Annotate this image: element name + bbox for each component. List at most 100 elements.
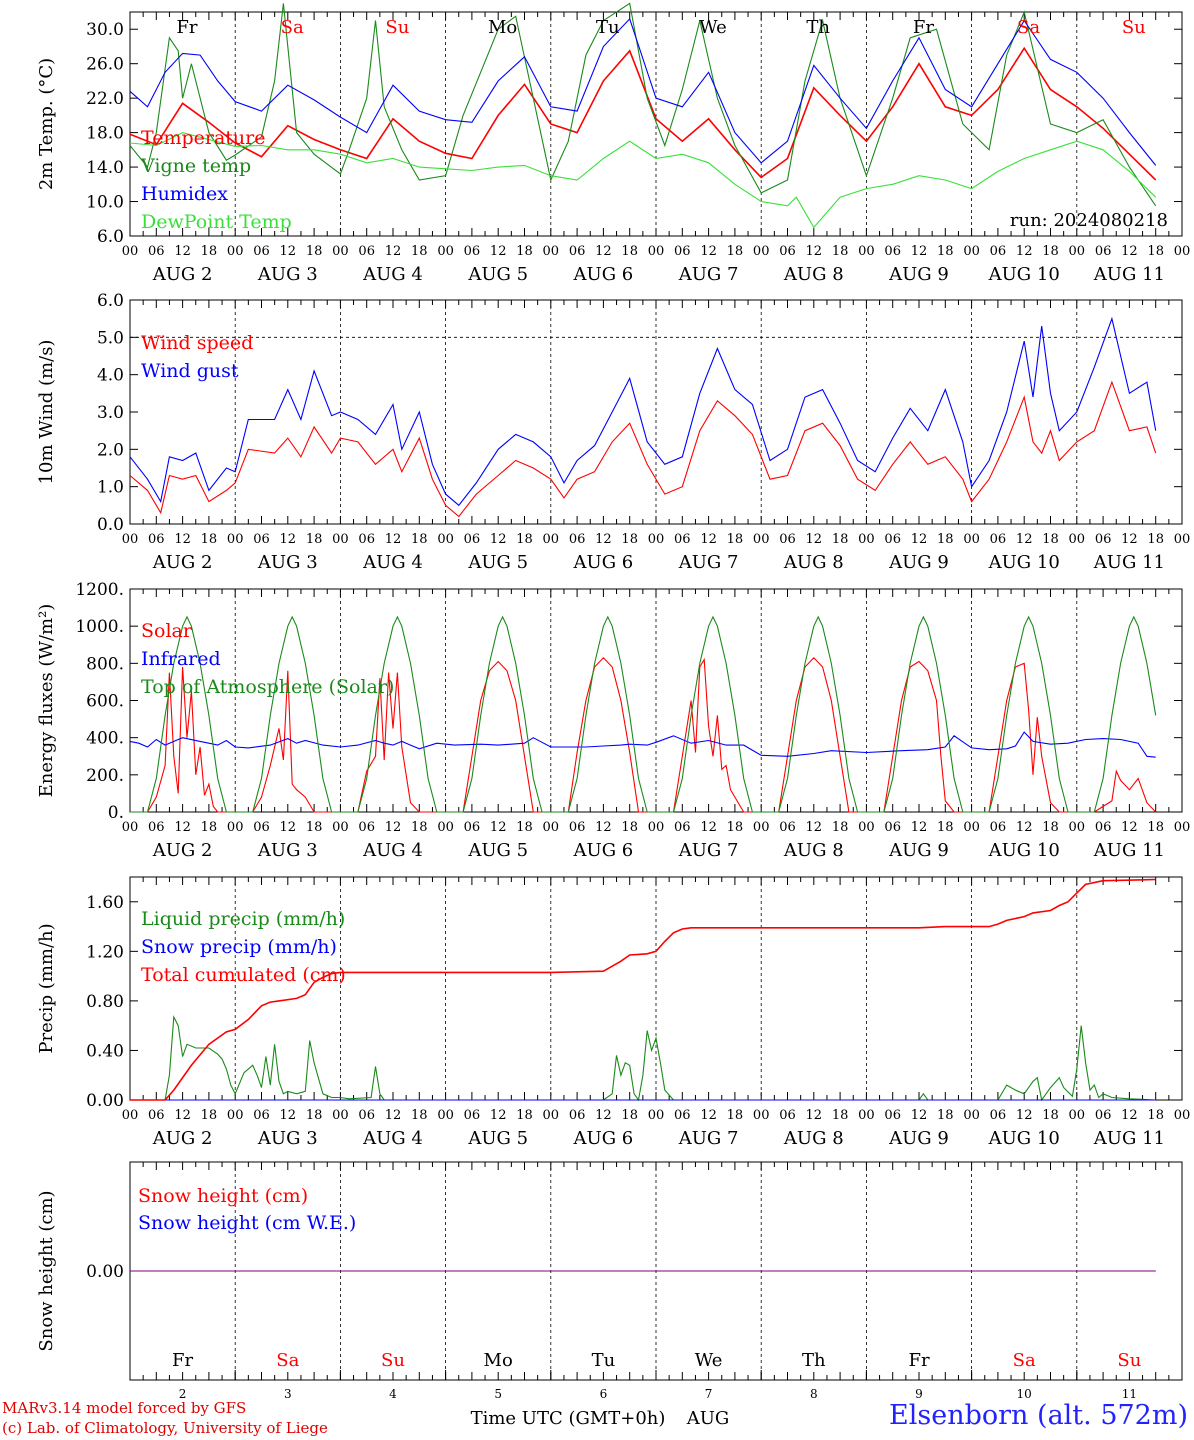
day-number-label: 10 — [1017, 1387, 1032, 1401]
hour-tick-label: 06 — [253, 1108, 270, 1123]
hour-tick-label: 18 — [937, 1108, 954, 1123]
hour-tick-label: 00 — [543, 244, 560, 259]
hour-tick-label: 12 — [1121, 244, 1138, 259]
hour-tick-label: 06 — [1095, 244, 1112, 259]
weekday-label: Th — [802, 1350, 826, 1371]
y-tick-label: 400. — [86, 729, 124, 749]
hour-tick-label: 00 — [648, 532, 665, 547]
legend-entry: Solar — [141, 620, 193, 642]
hour-tick-label: 18 — [516, 244, 533, 259]
hour-tick-label: 06 — [569, 1108, 586, 1123]
hour-tick-label: 06 — [674, 1108, 691, 1123]
hour-tick-label: 12 — [595, 244, 612, 259]
hour-tick-label: 12 — [1121, 1108, 1138, 1123]
hour-tick-label: 00 — [963, 1108, 980, 1123]
hour-tick-label: 06 — [569, 244, 586, 259]
hour-tick-label: 00 — [1069, 532, 1086, 547]
date-label: AUG 4 — [362, 552, 423, 573]
hour-tick-label: 06 — [253, 820, 270, 835]
hour-tick-label: 12 — [490, 820, 507, 835]
weekday-label: Su — [1117, 1350, 1141, 1371]
hour-tick-label: 00 — [648, 820, 665, 835]
weekday-label: Sa — [281, 17, 304, 38]
hour-tick-label: 12 — [174, 532, 191, 547]
hour-tick-label: 18 — [1042, 244, 1059, 259]
hour-tick-label: 00 — [332, 820, 349, 835]
weekday-label: Fr — [913, 17, 934, 38]
hour-tick-label: 12 — [1121, 532, 1138, 547]
hour-tick-label: 18 — [411, 532, 428, 547]
hour-tick-label: 12 — [806, 820, 823, 835]
hour-tick-label: 18 — [306, 532, 323, 547]
hour-tick-label: 06 — [358, 820, 375, 835]
y-tick-label: 1.0 — [97, 478, 124, 498]
hour-tick-label: 06 — [148, 244, 165, 259]
hour-tick-label: 00 — [543, 532, 560, 547]
y-tick-label: 0.0 — [97, 515, 124, 535]
y-tick-label: 3.0 — [97, 403, 124, 423]
hour-tick-label: 00 — [1069, 244, 1086, 259]
weekday-label: Tu — [596, 17, 620, 38]
hour-tick-label: 00 — [437, 820, 454, 835]
date-label: AUG 3 — [257, 552, 318, 573]
y-tick-label: 0. — [108, 803, 124, 823]
day-number-label: 6 — [600, 1387, 608, 1401]
hour-tick-label: 00 — [543, 1108, 560, 1123]
date-label: AUG 3 — [257, 840, 318, 861]
hour-tick-label: 00 — [1069, 820, 1086, 835]
hour-tick-label: 06 — [148, 532, 165, 547]
hour-tick-label: 00 — [227, 244, 244, 259]
hour-tick-label: 00 — [543, 820, 560, 835]
hour-tick-label: 18 — [201, 532, 218, 547]
hour-tick-label: 18 — [1147, 1108, 1164, 1123]
hour-tick-label: 12 — [700, 1108, 717, 1123]
hour-tick-label: 06 — [253, 532, 270, 547]
legend-entry: Total cumulated (cm) — [141, 964, 346, 986]
hour-tick-label: 12 — [280, 820, 297, 835]
hour-tick-label: 00 — [437, 1108, 454, 1123]
hour-tick-label: 06 — [990, 532, 1007, 547]
run-label: run: 2024080218 — [1010, 210, 1168, 231]
hour-tick-label: 06 — [1095, 820, 1112, 835]
hour-tick-label: 12 — [806, 244, 823, 259]
hour-tick-label: 00 — [122, 244, 139, 259]
hour-tick-label: 18 — [727, 1108, 744, 1123]
hour-tick-label: 18 — [937, 244, 954, 259]
date-label: AUG 6 — [573, 840, 634, 861]
weekday-label: Sa — [276, 1350, 299, 1371]
hour-tick-label: 18 — [621, 244, 638, 259]
hour-tick-label: 00 — [963, 244, 980, 259]
hour-tick-label: 00 — [332, 532, 349, 547]
date-label: AUG 4 — [362, 1128, 423, 1149]
date-label: AUG 2 — [152, 264, 213, 285]
series-line — [130, 657, 1157, 813]
legend-entry: Liquid precip (mm/h) — [141, 908, 345, 930]
hour-tick-label: 06 — [464, 244, 481, 259]
hour-tick-label: 00 — [1174, 244, 1191, 259]
hour-tick-label: 18 — [832, 1108, 849, 1123]
y-tick-label: 6.0 — [97, 291, 124, 311]
hour-tick-label: 12 — [806, 532, 823, 547]
legend-entry: Top of Atmosphere (Solar) — [141, 676, 394, 698]
day-number-label: 4 — [389, 1387, 397, 1401]
hour-tick-label: 18 — [1042, 532, 1059, 547]
hour-tick-label: 12 — [700, 244, 717, 259]
date-label: AUG 4 — [362, 840, 423, 861]
hour-tick-label: 00 — [437, 532, 454, 547]
date-label: AUG 9 — [888, 1128, 949, 1149]
series-line — [129, 46, 1157, 181]
date-label: AUG 2 — [152, 552, 213, 573]
hour-tick-label: 18 — [1147, 820, 1164, 835]
hour-tick-label: 00 — [122, 820, 139, 835]
y-tick-label: 1000. — [75, 617, 124, 637]
hour-tick-label: 12 — [174, 820, 191, 835]
hour-tick-label: 06 — [464, 1108, 481, 1123]
day-number-label: 8 — [810, 1387, 818, 1401]
hour-tick-label: 12 — [280, 1108, 297, 1123]
series-line — [129, 17, 1157, 166]
y-tick-label: 5.0 — [97, 328, 124, 348]
hour-tick-label: 00 — [858, 244, 875, 259]
hour-tick-label: 18 — [621, 532, 638, 547]
hour-tick-label: 12 — [1016, 1108, 1033, 1123]
hour-tick-label: 12 — [490, 532, 507, 547]
